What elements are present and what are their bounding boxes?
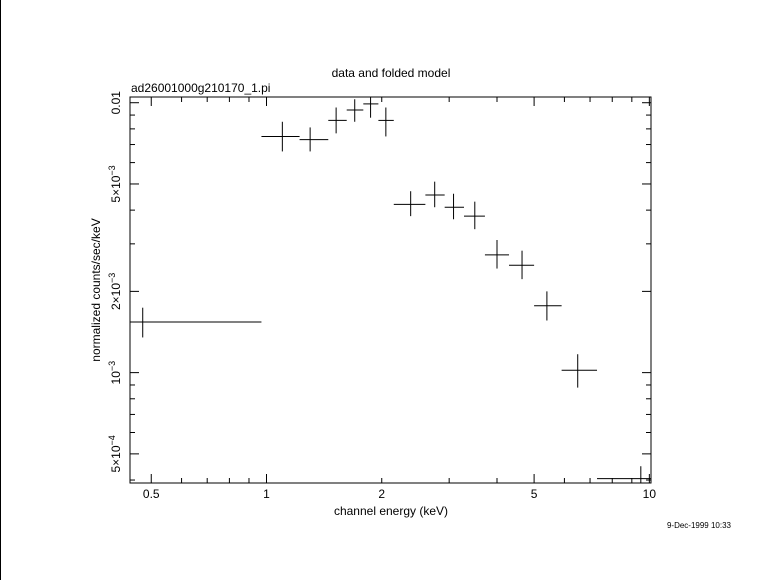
data-point xyxy=(561,354,598,388)
data-point xyxy=(299,127,329,152)
axis-ticks xyxy=(130,97,651,483)
plot-frame xyxy=(129,96,652,484)
y-tick-label: 0.01 xyxy=(109,91,123,115)
data-point xyxy=(464,201,485,230)
data-point xyxy=(261,121,300,152)
y-tick-label: 10−3 xyxy=(107,361,123,385)
data-point xyxy=(425,181,445,208)
x-tick-label: 5 xyxy=(531,487,538,501)
chart-title: data and folded model xyxy=(332,66,451,80)
y-tick-label: 5×10−3 xyxy=(107,165,123,202)
y-axis-label: normalized counts/sec/keV xyxy=(89,218,103,361)
data-point xyxy=(363,97,379,118)
data-point xyxy=(534,291,562,321)
data-point xyxy=(509,250,535,280)
tick-labels: 0.5 1 2 5 10 0.01 5×10−3 2×10−3 10−3 5×10−4 xyxy=(107,91,656,501)
data-point xyxy=(484,240,510,269)
data-point xyxy=(130,307,262,338)
data-points xyxy=(130,97,651,483)
x-axis-label: channel energy (keV) xyxy=(334,504,448,518)
x-tick-label: 2 xyxy=(378,487,385,501)
data-point xyxy=(346,99,364,122)
data-point xyxy=(378,107,394,137)
data-point xyxy=(444,193,465,220)
x-tick-label: 0.5 xyxy=(143,487,160,501)
window-left-border xyxy=(0,0,1,580)
timestamp: 9-Dec-1999 10:33 xyxy=(667,521,732,530)
x-tick-label: 1 xyxy=(263,487,270,501)
data-point xyxy=(393,191,426,217)
y-tick-label: 5×10−4 xyxy=(107,435,123,472)
data-point xyxy=(597,466,651,483)
y-tick-label: 2×10−3 xyxy=(107,273,123,310)
x-tick-label: 10 xyxy=(643,487,657,501)
data-point xyxy=(328,107,347,134)
chart-subtitle: ad26001000g210170_1.pi xyxy=(131,81,270,95)
